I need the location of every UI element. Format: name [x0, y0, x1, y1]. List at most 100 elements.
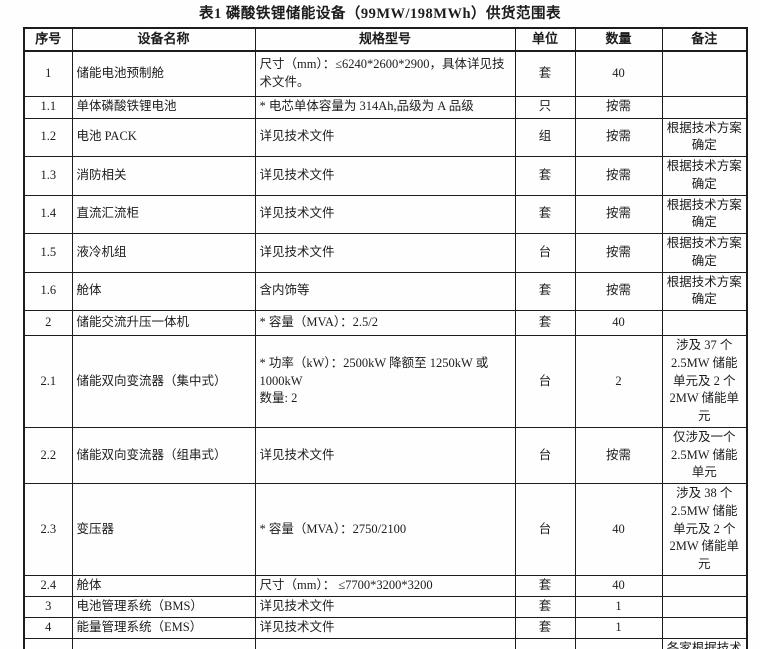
- row-number: 2.1: [23, 335, 73, 428]
- table-row: 1.6 舱体 含内饰等 套 按需 根据技术方案确定: [23, 271, 748, 311]
- row-number: 1.6: [23, 271, 73, 311]
- remark: [661, 95, 748, 119]
- table-title: 表1 磷酸铁锂储能设备（99MW/198MWh）供货范围表: [198, 6, 562, 22]
- unit: 组: [514, 117, 576, 157]
- unit: 套: [514, 574, 576, 597]
- remark: [661, 310, 748, 336]
- unit: 套: [514, 194, 576, 234]
- quantity: 1: [574, 595, 663, 618]
- remark: 根据技术方案确定: [661, 156, 748, 196]
- spec-model: 详见技术文件: [254, 117, 516, 157]
- table-body: 1 储能电池预制舱 尺寸（mm）：≤6240*2600*2900，具体详见技术文…: [23, 50, 748, 649]
- unit: 套: [514, 271, 576, 311]
- unit: 套: [514, 595, 576, 618]
- table-row: 1.4 直流汇流柜 详见技术文件 套 按需 根据技术方案确定: [23, 194, 748, 234]
- spec-model: 详见技术文件: [254, 426, 516, 485]
- equipment-name: 电池管理系统（BMS）: [71, 595, 256, 618]
- equipment-name: 储能电池预制舱: [71, 50, 256, 97]
- table-row: 1.5 液冷机组 详见技术文件 台 按需 根据技术方案确定: [23, 233, 748, 273]
- row-number: 1.5: [23, 233, 73, 273]
- table-row: 2.4 舱体 尺寸（mm）： ≤7700*3200*3200 套 40: [23, 574, 748, 597]
- equipment-name: 电池 PACK: [71, 117, 256, 157]
- remark: 根据技术方案确定: [661, 233, 748, 273]
- unit: 套: [514, 310, 576, 336]
- quantity: 按需: [574, 95, 663, 119]
- equipment-name: 舱体: [71, 574, 256, 597]
- quantity: 按需: [574, 637, 663, 649]
- unit: 只: [514, 95, 576, 119]
- spec-model: 尺寸（mm）：≤6240*2600*2900，具体详见技术文件。: [254, 50, 516, 97]
- header-no: 序号: [23, 27, 73, 52]
- header-row: 序号 设备名称 规格型号 单位 数量 备注: [23, 27, 748, 52]
- spec-model: * 电芯单体容量为 314Ah,品级为 A 品级: [254, 95, 516, 119]
- table-row: 2.1 储能双向变流器（集中式） * 功率（kW）：2500kW 降额至 125…: [23, 335, 748, 428]
- equipment-name: 储能交流升压一体机: [71, 310, 256, 336]
- unit: 台: [514, 426, 576, 485]
- quantity: 40: [574, 50, 663, 97]
- quantity: 1: [574, 616, 663, 639]
- header-remark: 备注: [661, 27, 748, 52]
- remark: 根据技术方案确定: [661, 117, 748, 157]
- row-number: 4.1: [23, 637, 73, 649]
- spec-model: 详见技术文件: [254, 595, 516, 618]
- quantity: 按需: [574, 194, 663, 234]
- quantity: 2: [574, 335, 663, 428]
- equipment-name: 舱体: [71, 271, 256, 311]
- supply-scope-table: 序号 设备名称 规格型号 单位 数量 备注 1 储能电池预制舱 尺寸（mm）：≤…: [23, 27, 748, 649]
- quantity: 按需: [574, 233, 663, 273]
- quantity: 按需: [574, 117, 663, 157]
- table-row: 1.3 消防相关 详见技术文件 套 按需 根据技术方案确定: [23, 156, 748, 196]
- table-header: 序号 设备名称 规格型号 单位 数量 备注: [23, 27, 748, 52]
- equipment-name: 储能双向变流器（集中式）: [71, 335, 256, 428]
- remark: 根据技术方案确定: [661, 194, 748, 234]
- row-number: 2.3: [23, 483, 73, 576]
- row-number: 2: [23, 310, 73, 336]
- unit: 台: [514, 335, 576, 428]
- unit: 套: [514, 616, 576, 639]
- remark: 各家根据技术方案确定: [661, 637, 748, 649]
- quantity: 按需: [574, 271, 663, 311]
- unit: 套: [514, 156, 576, 196]
- unit: 台: [514, 233, 576, 273]
- table-row: 4 能量管理系统（EMS） 详见技术文件 套 1: [23, 616, 748, 639]
- equipment-name: 储能单元交换机: [71, 637, 256, 649]
- table-row: 2.3 变压器 * 容量（MVA）：2750/2100 台 40 涉及 38 个…: [23, 483, 748, 576]
- equipment-name: 消防相关: [71, 156, 256, 196]
- spec-model: 详见技术文件: [254, 616, 516, 639]
- unit: 台: [514, 637, 576, 649]
- unit: 台: [514, 483, 576, 576]
- table-row: 3 电池管理系统（BMS） 详见技术文件 套 1: [23, 595, 748, 618]
- equipment-name: 能量管理系统（EMS）: [71, 616, 256, 639]
- quantity: 40: [574, 310, 663, 336]
- quantity: 按需: [574, 426, 663, 485]
- equipment-name: 液冷机组: [71, 233, 256, 273]
- spec-model: 详见技术文件: [254, 233, 516, 273]
- spec-model: 详见技术文件: [254, 194, 516, 234]
- row-number: 2.4: [23, 574, 73, 597]
- header-qty: 数量: [574, 27, 663, 52]
- remark: [661, 574, 748, 597]
- row-number: 1.3: [23, 156, 73, 196]
- spec-model: 含内饰等: [254, 271, 516, 311]
- remark: 根据技术方案确定: [661, 271, 748, 311]
- spec-model: 详见技术文件: [254, 156, 516, 196]
- unit: 套: [514, 50, 576, 97]
- quantity: 按需: [574, 156, 663, 196]
- spec-model: * 容量（MVA）：2750/2100: [254, 483, 516, 576]
- spec-model: 尺寸（mm）： ≤7700*3200*3200: [254, 574, 516, 597]
- quantity: 40: [574, 574, 663, 597]
- row-number: 1.1: [23, 95, 73, 119]
- table-row: 1.1 单体磷酸铁锂电池 * 电芯单体容量为 314Ah,品级为 A 品级 只 …: [23, 95, 748, 119]
- remark: [661, 616, 748, 639]
- remark: 涉及 37 个 2.5MW 储能单元及 2 个 2MW 储能单元: [661, 335, 748, 428]
- equipment-name: 直流汇流柜: [71, 194, 256, 234]
- equipment-name: 单体磷酸铁锂电池: [71, 95, 256, 119]
- header-unit: 单位: [514, 27, 576, 52]
- table-row: 2 储能交流升压一体机 * 容量（MVA）：2.5/2 套 40: [23, 310, 748, 336]
- row-number: 1: [23, 50, 73, 97]
- row-number: 4: [23, 616, 73, 639]
- remark: [661, 595, 748, 618]
- table-row: 2.2 储能双向变流器（组串式） 详见技术文件 台 按需 仅涉及一个 2.5MW…: [23, 426, 748, 485]
- equipment-name: 变压器: [71, 483, 256, 576]
